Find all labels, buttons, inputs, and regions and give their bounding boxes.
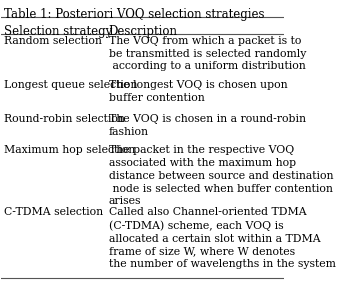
Text: Selection strategy: Selection strategy [4, 25, 112, 38]
Text: Random selection: Random selection [4, 36, 102, 46]
Text: Round-robin selection: Round-robin selection [4, 114, 125, 124]
Text: Longest queue selection: Longest queue selection [4, 80, 138, 90]
Text: The longest VOQ is chosen upon
buffer contention: The longest VOQ is chosen upon buffer co… [109, 80, 288, 103]
Text: The VOQ is chosen in a round-robin
fashion: The VOQ is chosen in a round-robin fashi… [109, 114, 306, 137]
Text: C-TDMA selection: C-TDMA selection [4, 207, 103, 217]
Text: Maximum hop selection: Maximum hop selection [4, 145, 136, 155]
Text: Called also Channel-oriented TDMA
(C-TDMA) scheme, each VOQ is
allocated a certa: Called also Channel-oriented TDMA (C-TDM… [109, 207, 336, 269]
Text: The packet in the respective VOQ
associated with the maximum hop
distance betwee: The packet in the respective VOQ associa… [109, 145, 333, 206]
Text: Table 1: Posteriori VOQ selection strategies: Table 1: Posteriori VOQ selection strate… [4, 8, 265, 22]
Text: The VOQ from which a packet is to
be transmitted is selected randomly
 according: The VOQ from which a packet is to be tra… [109, 36, 306, 71]
Text: Description: Description [109, 25, 178, 38]
